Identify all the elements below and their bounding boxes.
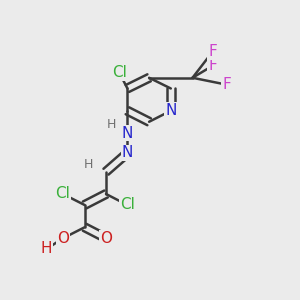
Text: F: F bbox=[208, 44, 217, 59]
Text: H: H bbox=[107, 118, 116, 131]
Text: Cl: Cl bbox=[120, 197, 135, 212]
Text: N: N bbox=[122, 126, 133, 141]
Text: O: O bbox=[57, 231, 69, 246]
Text: O: O bbox=[100, 231, 112, 246]
Text: Cl: Cl bbox=[112, 65, 127, 80]
Text: F: F bbox=[222, 77, 231, 92]
Text: H: H bbox=[83, 158, 93, 171]
Text: N: N bbox=[122, 146, 133, 160]
Text: Cl: Cl bbox=[56, 187, 70, 202]
Text: H: H bbox=[41, 242, 52, 256]
Text: N: N bbox=[165, 103, 176, 118]
Text: F: F bbox=[208, 58, 217, 74]
